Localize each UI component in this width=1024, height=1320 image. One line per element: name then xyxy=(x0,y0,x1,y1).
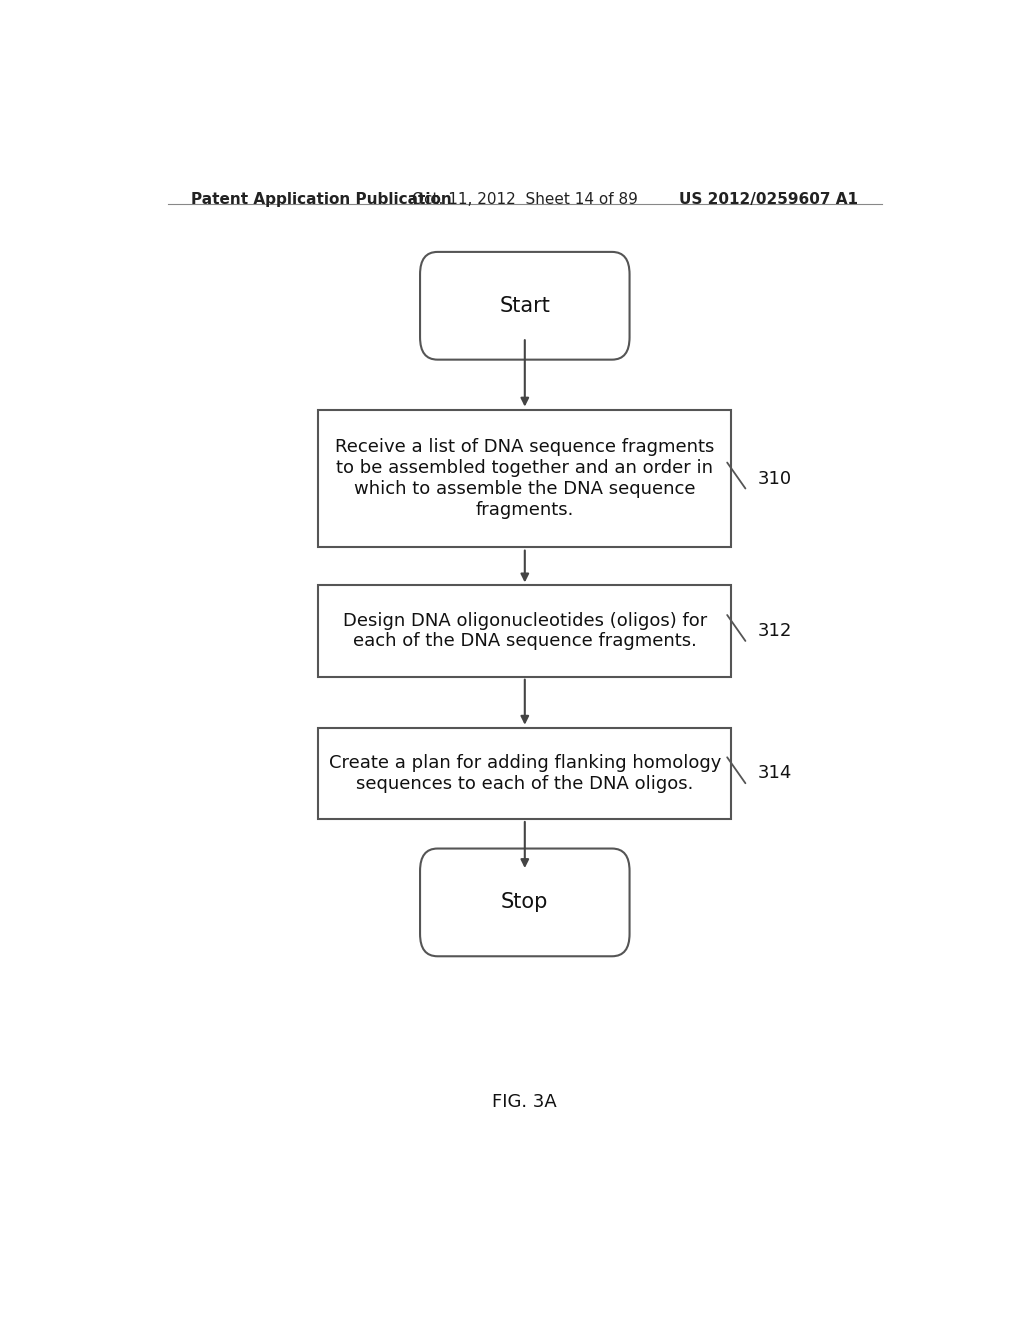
Text: Design DNA oligonucleotides (oligos) for
each of the DNA sequence fragments.: Design DNA oligonucleotides (oligos) for… xyxy=(343,611,707,651)
Bar xyxy=(318,727,731,818)
Text: Receive a list of DNA sequence fragments
to be assembled together and an order i: Receive a list of DNA sequence fragments… xyxy=(335,438,715,519)
FancyBboxPatch shape xyxy=(420,252,630,359)
Text: 312: 312 xyxy=(758,622,792,640)
Bar xyxy=(318,585,731,677)
Bar xyxy=(318,411,731,548)
Text: Create a plan for adding flanking homology
sequences to each of the DNA oligos.: Create a plan for adding flanking homolo… xyxy=(329,754,721,793)
Text: US 2012/0259607 A1: US 2012/0259607 A1 xyxy=(679,191,858,207)
Text: Oct. 11, 2012  Sheet 14 of 89: Oct. 11, 2012 Sheet 14 of 89 xyxy=(412,191,638,207)
Text: 310: 310 xyxy=(758,470,792,487)
Text: Start: Start xyxy=(500,296,550,315)
Text: Stop: Stop xyxy=(501,892,549,912)
Text: Patent Application Publication: Patent Application Publication xyxy=(191,191,453,207)
FancyBboxPatch shape xyxy=(420,849,630,956)
Text: FIG. 3A: FIG. 3A xyxy=(493,1093,557,1110)
Text: 314: 314 xyxy=(758,764,792,783)
